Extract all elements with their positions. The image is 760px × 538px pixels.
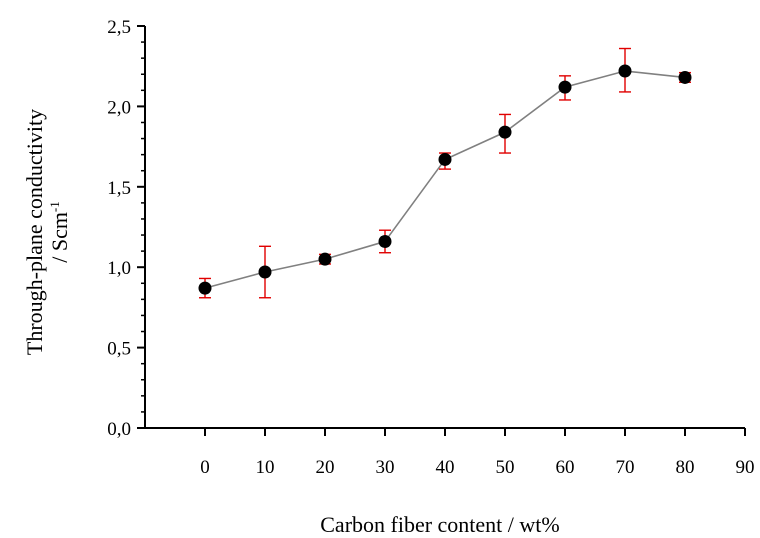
axes [144, 26, 745, 429]
x-tick-label: 80 [676, 457, 695, 478]
x-tick-label: 40 [436, 457, 455, 478]
data-point [258, 265, 272, 279]
y-tick-label: 0,5 [107, 339, 131, 360]
x-tick-label: 20 [316, 457, 335, 478]
data-point [198, 281, 212, 295]
x-axis-ticks: 0 10 20 30 40 50 60 70 80 90 [200, 428, 755, 478]
y-tick-label: 1,5 [107, 178, 131, 199]
x-tick-label: 90 [736, 457, 755, 478]
data-point [558, 80, 572, 94]
x-axis-label: Carbon fiber content / wt% [320, 512, 560, 537]
data-point [318, 252, 332, 266]
data-point [618, 64, 632, 78]
y-tick-label: 2,0 [107, 97, 131, 118]
y-axis-unit-text: / Scm-1 [47, 201, 72, 263]
y-axis-ticks: 0,0 0,5 1,0 1,5 2,0 2,5 [107, 17, 145, 440]
y-axis-label-text: Through-plane conductivity [22, 109, 47, 355]
x-tick-label: 30 [376, 457, 395, 478]
x-tick-label: 60 [556, 457, 575, 478]
data-point [678, 70, 692, 84]
x-tick-label: 70 [616, 457, 635, 478]
y-axis-unit-exponent: -1 [47, 201, 62, 212]
data-point [438, 152, 452, 166]
x-tick-label: 50 [496, 457, 515, 478]
x-tick-label: 10 [256, 457, 275, 478]
series-line [204, 70, 686, 289]
data-point [378, 234, 392, 248]
y-axis-unit: / Scm-1 [47, 201, 72, 263]
y-axis-label: Through-plane conductivity [22, 109, 47, 355]
data-point [498, 125, 512, 139]
y-axis-unit-prefix: / Scm [47, 212, 72, 263]
y-tick-label: 0,0 [107, 419, 131, 440]
x-tick-label: 0 [200, 457, 210, 478]
plot-area [198, 47, 692, 299]
y-tick-label: 1,0 [107, 258, 131, 279]
y-tick-label: 2,5 [107, 17, 131, 38]
